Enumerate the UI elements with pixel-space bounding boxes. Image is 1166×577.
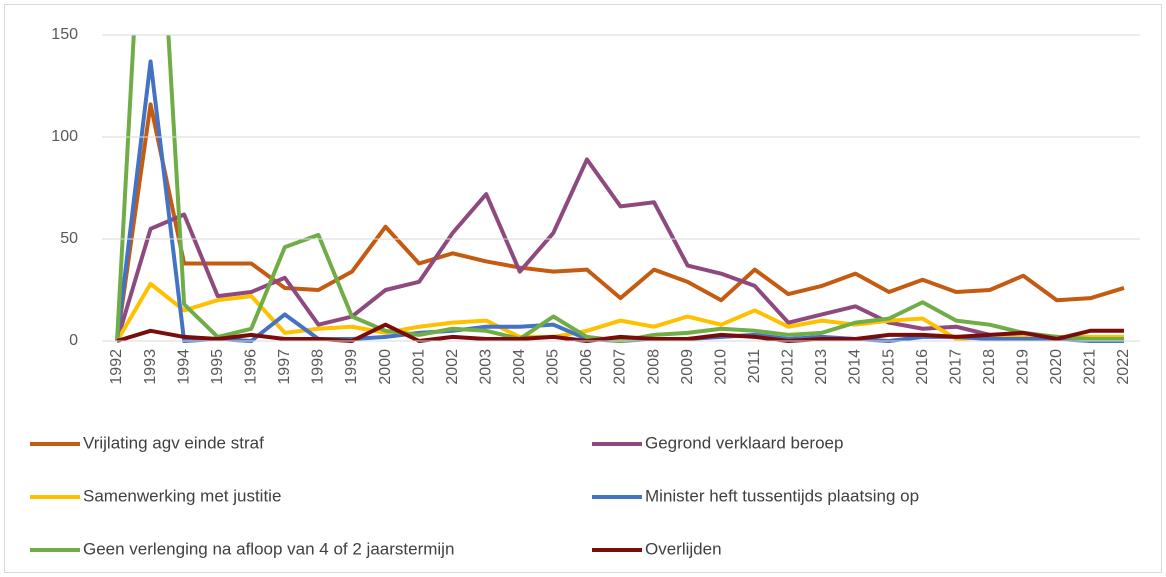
series-line: [115, 281, 1124, 343]
x-tick-label: 2006: [578, 349, 595, 385]
x-tick-label: 2007: [612, 349, 629, 385]
x-tick-label: 2005: [545, 349, 562, 385]
x-tick-label: 1997: [276, 349, 293, 385]
legend-label: Overlijden: [645, 539, 722, 558]
x-tick-label: 2002: [444, 349, 461, 385]
x-tick-label: 1992: [108, 349, 125, 385]
x-tick-label: 2017: [947, 349, 964, 385]
x-tick-label: 1994: [175, 349, 192, 385]
x-tick-label: 1998: [310, 349, 327, 385]
x-tick-label: 2019: [1015, 349, 1032, 385]
y-tick-label: 150: [51, 26, 78, 43]
legend-label: Vrijlating agv einde straf: [83, 433, 264, 452]
x-tick-label: 2009: [679, 349, 696, 385]
y-tick-label: 100: [51, 128, 78, 145]
x-tick-label: 2015: [880, 349, 897, 385]
series-line: [116, 322, 1124, 343]
y-tick-label: 50: [60, 230, 78, 247]
x-tick-label: 1999: [343, 349, 360, 385]
x-tick-label: 2000: [377, 349, 394, 385]
x-tick-label: 2021: [1082, 349, 1099, 385]
x-tick-label: 2012: [780, 349, 797, 385]
x-tick-label: 2008: [645, 349, 662, 385]
chart-border: [4, 4, 1162, 573]
x-tick-label: 2001: [410, 349, 427, 385]
series-line: [115, 102, 1125, 342]
legend-label: Samenwerking met justitie: [83, 486, 281, 505]
legend-label: Geen verlenging na afloop van 4 of 2 jaa…: [83, 539, 454, 558]
x-tick-label: 2014: [847, 349, 864, 385]
x-tick-label: 2013: [813, 349, 830, 385]
y-tick-label: 0: [69, 332, 78, 349]
x-tick-label: 2016: [914, 349, 931, 385]
x-tick-label: 2011: [746, 349, 763, 384]
x-tick-label: 2004: [511, 349, 528, 385]
x-tick-label: 1995: [209, 349, 226, 385]
x-tick-label: 2022: [1115, 349, 1132, 385]
legend-label: Minister heft tussentijds plaatsing op: [645, 486, 919, 505]
x-tick-label: 2010: [712, 349, 729, 385]
x-tick-label: 2003: [477, 349, 494, 385]
x-tick-label: 1993: [142, 349, 159, 385]
x-tick-label: 1996: [242, 349, 259, 385]
legend-label: Gegrond verklaard beroep: [645, 433, 843, 452]
x-tick-label: 2020: [1048, 349, 1065, 385]
x-tick-label: 2018: [981, 349, 998, 385]
series-line: [115, 157, 1125, 343]
